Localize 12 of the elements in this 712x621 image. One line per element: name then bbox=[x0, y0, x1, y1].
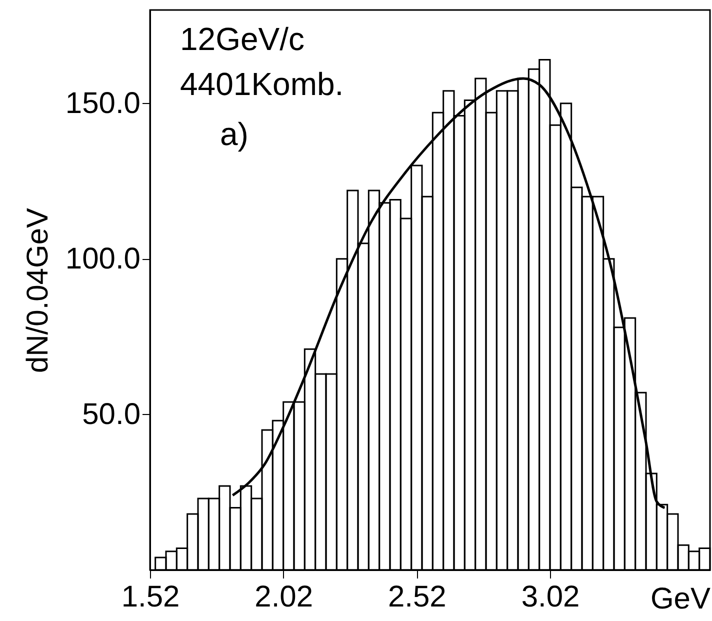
annotation: a) bbox=[220, 116, 248, 152]
x-tick-label: 1.52 bbox=[121, 580, 180, 614]
annotation: 12GeV/c bbox=[180, 21, 305, 57]
x-tick-label: 2.02 bbox=[254, 580, 314, 614]
x-axis-title: GeV bbox=[650, 582, 710, 616]
annotation: 4401Komb. bbox=[180, 66, 344, 102]
y-axis-title: dN/0.04GeV bbox=[21, 208, 54, 374]
x-tick-label: 2.52 bbox=[388, 580, 446, 614]
x-tick-label: 3.02 bbox=[521, 580, 580, 614]
y-tick-label: 100.0 bbox=[65, 242, 140, 276]
y-tick-label: 150.0 bbox=[65, 86, 140, 120]
y-tick-label: 50.0 bbox=[82, 398, 140, 431]
